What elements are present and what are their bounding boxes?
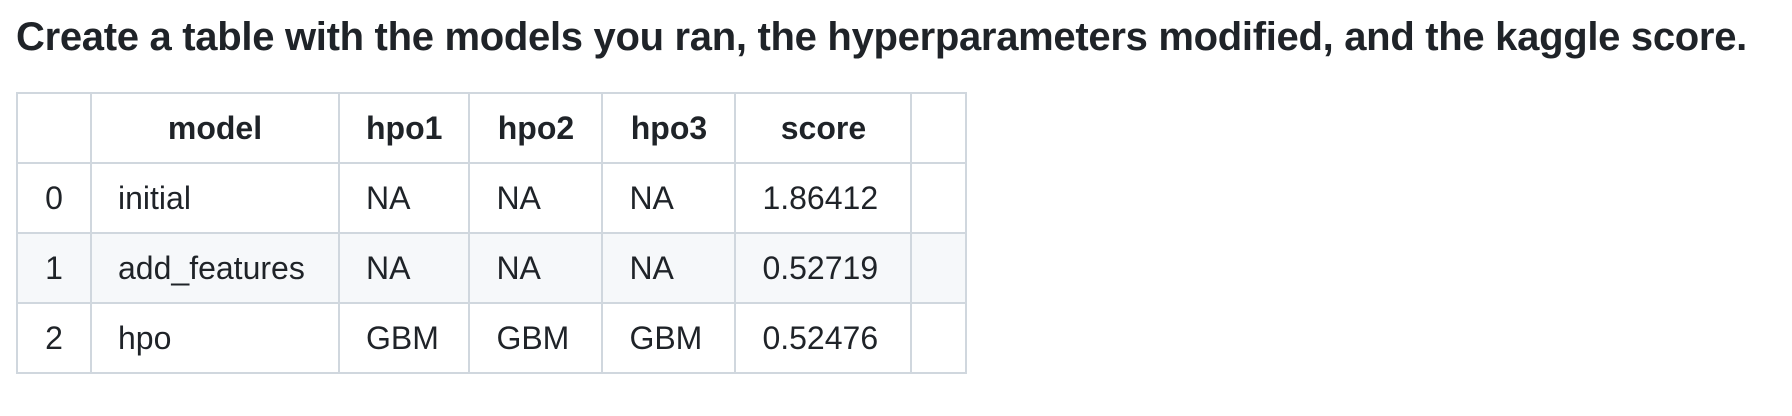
header-hpo1: hpo1	[337, 92, 471, 164]
header-hpo3: hpo3	[601, 92, 737, 164]
hpo2-cell: GBM	[468, 302, 604, 374]
score-cell: 0.52476	[734, 302, 913, 374]
model-cell: add_features	[90, 232, 340, 304]
table-row: 1 add_features NA NA NA 0.52719	[16, 232, 968, 304]
table-row: 0 initial NA NA NA 1.86412	[16, 162, 968, 234]
empty-cell	[910, 232, 968, 304]
empty-cell	[910, 162, 968, 234]
row-index: 2	[16, 302, 92, 374]
row-index: 0	[16, 162, 92, 234]
header-hpo2: hpo2	[468, 92, 604, 164]
hpo1-cell: GBM	[337, 302, 471, 374]
hpo2-cell: NA	[468, 162, 604, 234]
header-empty	[910, 92, 968, 164]
hpo1-cell: NA	[337, 232, 471, 304]
hpo3-cell: NA	[601, 162, 737, 234]
hpo1-cell: NA	[337, 162, 471, 234]
score-cell: 1.86412	[734, 162, 913, 234]
row-index: 1	[16, 232, 92, 304]
results-table: model hpo1 hpo2 hpo3 score 0 initial NA …	[16, 92, 968, 374]
header-model: model	[90, 92, 340, 164]
score-cell: 0.52719	[734, 232, 913, 304]
model-cell: hpo	[90, 302, 340, 374]
empty-cell	[910, 302, 968, 374]
hpo3-cell: GBM	[601, 302, 737, 374]
hpo3-cell: NA	[601, 232, 737, 304]
section-heading: Create a table with the models you ran, …	[16, 15, 1747, 59]
hpo2-cell: NA	[468, 232, 604, 304]
header-index	[16, 92, 92, 164]
header-score: score	[734, 92, 913, 164]
table-row: 2 hpo GBM GBM GBM 0.52476	[16, 302, 968, 374]
table-header-row: model hpo1 hpo2 hpo3 score	[16, 92, 968, 164]
model-cell: initial	[90, 162, 340, 234]
